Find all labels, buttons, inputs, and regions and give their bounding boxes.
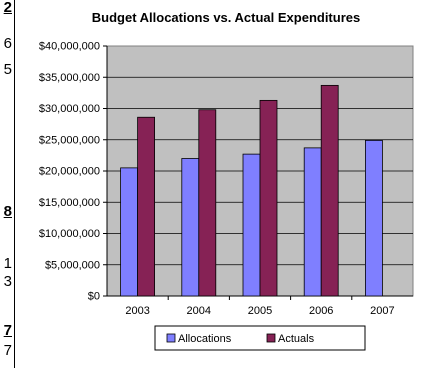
bar-actuals — [320, 84, 339, 297]
left-fragment-text: 5 — [3, 62, 12, 77]
x-tick-label: 2006 — [309, 305, 333, 317]
bar-chart: Budget Allocations vs. Actual Expenditur… — [39, 10, 414, 351]
left-fragment-text: 7 — [3, 343, 12, 358]
bar-allocations — [242, 153, 261, 297]
bar-actuals — [137, 116, 155, 297]
chart-legend: Allocations Actuals — [154, 325, 366, 351]
left-fragment-text: 2 — [3, 0, 12, 15]
x-tick-label: 2007 — [370, 305, 394, 317]
x-tick-label: 2005 — [248, 305, 272, 317]
legend-label-allocations: Allocations — [178, 333, 232, 345]
x-tick-label: 2004 — [187, 305, 211, 317]
legend-swatch-actuals — [266, 333, 276, 343]
left-fragment-text: 3 — [3, 274, 12, 289]
bar-actuals — [259, 99, 278, 297]
bar-allocations — [120, 167, 138, 297]
y-tick-label: $15,000,000 — [39, 197, 100, 209]
bar-actuals — [198, 109, 217, 297]
chart-container: Budget Allocations vs. Actual Expenditur… — [15, 0, 437, 368]
left-fragment-text: 1 — [3, 256, 12, 271]
legend-swatch-allocations — [166, 333, 176, 343]
y-tick-label: $40,000,000 — [39, 41, 100, 53]
y-tick-label: $0 — [88, 291, 100, 303]
y-tick-label: $25,000,000 — [39, 134, 100, 146]
y-tick-label: $30,000,000 — [39, 103, 100, 115]
legend-box — [154, 325, 366, 351]
y-tick-label: $10,000,000 — [39, 228, 100, 240]
y-tick-label: $35,000,000 — [39, 72, 100, 84]
left-fragment-text: 6 — [3, 36, 12, 51]
y-tick-label: $20,000,000 — [39, 166, 100, 178]
chart-title: Budget Allocations vs. Actual Expenditur… — [92, 10, 360, 25]
left-column-fragment: 2 6 5 8 1 3 7 7 — [0, 0, 15, 368]
bar-allocations — [364, 139, 383, 297]
bar-allocations — [303, 147, 322, 297]
plot-area: $0 $5,000,000 $10,000,000 $15,000,000 $20,00… — [39, 41, 414, 317]
y-tick-label: $5,000,000 — [45, 259, 100, 271]
x-tick-label: 2003 — [125, 305, 149, 317]
bar-allocations — [181, 158, 200, 297]
left-fragment-text: 8 — [3, 204, 12, 219]
legend-label-actuals: Actuals — [278, 333, 315, 345]
left-fragment-text: 7 — [3, 323, 12, 338]
